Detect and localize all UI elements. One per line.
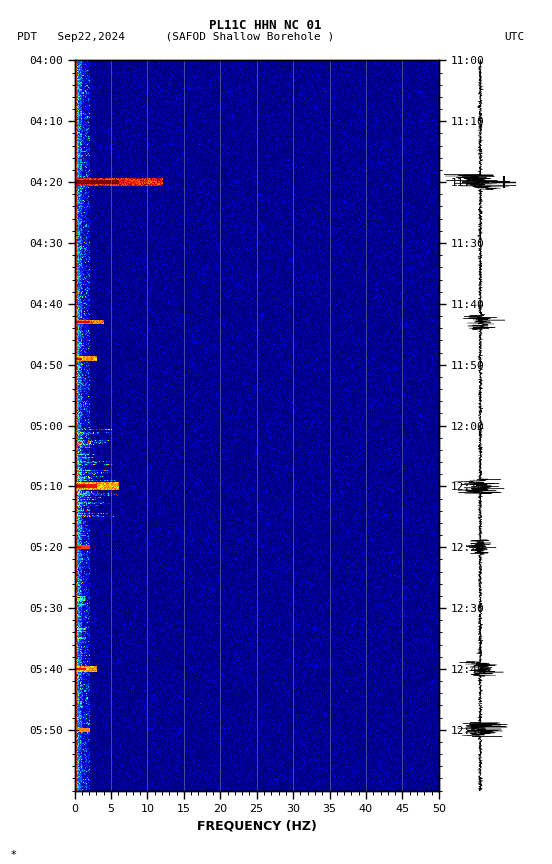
Text: PL11C HHN NC 01: PL11C HHN NC 01 xyxy=(209,19,321,32)
Text: *: * xyxy=(11,849,17,860)
Text: PDT   Sep22,2024      (SAFOD Shallow Borehole ): PDT Sep22,2024 (SAFOD Shallow Borehole ) xyxy=(17,32,334,42)
X-axis label: FREQUENCY (HZ): FREQUENCY (HZ) xyxy=(197,819,317,832)
Text: UTC: UTC xyxy=(504,32,524,42)
